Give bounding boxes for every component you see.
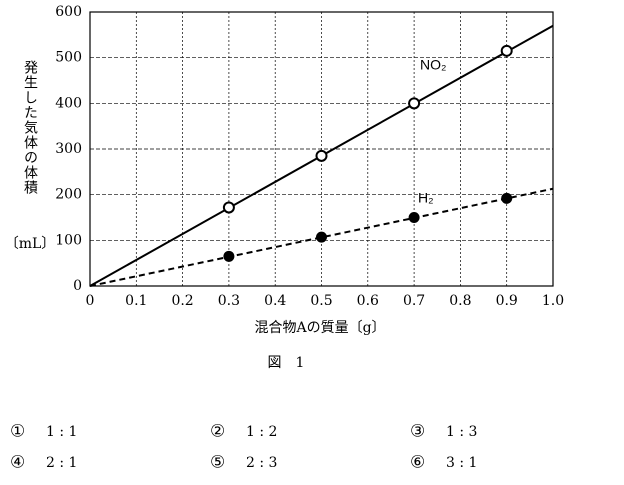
y-tick-label: 100: [55, 232, 82, 248]
x-tick-label: 0.7: [403, 293, 425, 309]
choice-text: 2 : 1: [46, 455, 77, 471]
figure-caption: 図 1: [268, 355, 305, 371]
y-tick-label: 400: [55, 95, 82, 111]
x-tick-label: 0.3: [218, 293, 240, 309]
data-point: [316, 231, 327, 243]
x-tick-label: 0.4: [264, 293, 286, 309]
choice-text: 1 : 2: [246, 424, 277, 440]
plot-frame: [89, 11, 554, 287]
data-point: [222, 201, 235, 214]
data-point: [223, 250, 235, 262]
series-label: H₂: [418, 190, 434, 206]
data-point: [500, 44, 513, 57]
choice-number: ③: [410, 422, 425, 442]
x-tick-label: 0.5: [310, 293, 332, 309]
fit-line: [89, 187, 554, 287]
y-tick-label: 0: [73, 278, 82, 294]
choice-number: ②: [210, 422, 225, 442]
data-point: [501, 192, 513, 204]
x-tick-label: 0.9: [496, 293, 518, 309]
choice-number: ⑥: [410, 453, 425, 473]
x-tick-label: 0.2: [171, 293, 193, 309]
x-axis-label: 混合物Aの質量〔g〕: [254, 320, 385, 336]
data-point: [408, 97, 421, 110]
data-point: [408, 212, 420, 223]
choice-number: ⑤: [210, 453, 225, 473]
x-tick-label: 1.0: [542, 293, 564, 309]
series-label: NO₂: [420, 57, 446, 73]
choice-text: 1 : 1: [46, 424, 77, 440]
choice-number: ①: [10, 422, 25, 442]
x-tick-label: 0.8: [449, 293, 471, 309]
choice-text: 3 : 1: [446, 455, 477, 471]
choice-number: ④: [10, 453, 25, 473]
y-tick-label: 300: [55, 141, 82, 157]
y-tick-label: 200: [55, 187, 82, 203]
y-axis-unit: 〔mL〕: [5, 236, 56, 252]
y-tick-label: 500: [55, 50, 82, 66]
data-point: [315, 149, 328, 162]
choice-text: 1 : 3: [446, 424, 477, 440]
x-tick-label: 0.1: [125, 293, 147, 309]
x-tick-label: 0: [86, 293, 95, 309]
y-tick-label: 600: [55, 4, 82, 20]
choice-text: 2 : 3: [246, 455, 277, 471]
x-tick-label: 0.6: [357, 293, 379, 309]
y-axis-label: 発生した気体の体積: [22, 60, 38, 195]
